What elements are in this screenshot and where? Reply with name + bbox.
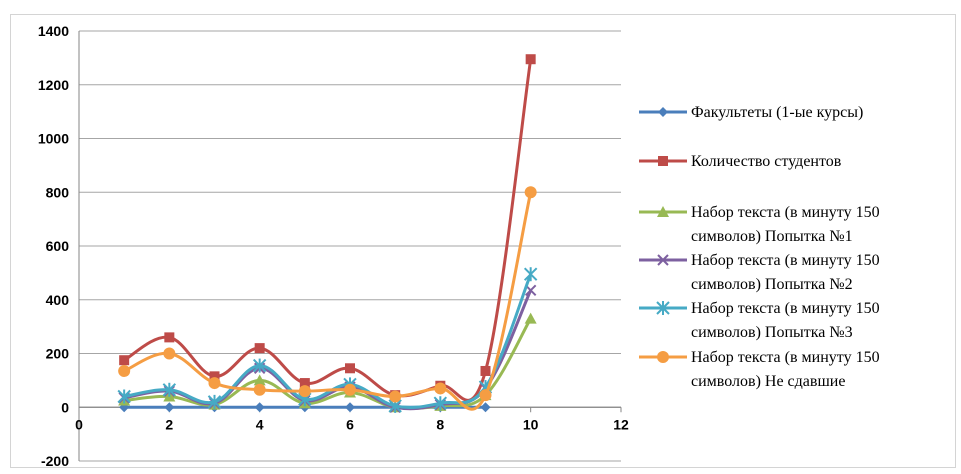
data-point bbox=[207, 394, 222, 409]
data-point bbox=[479, 389, 492, 402]
series-line bbox=[124, 317, 532, 410]
data-point bbox=[345, 363, 355, 374]
series-6 bbox=[118, 186, 537, 411]
data-point-stroke bbox=[524, 284, 537, 297]
data-point bbox=[298, 385, 311, 398]
data-point bbox=[480, 365, 491, 376]
legend-label: Набор текста (в минуту 150 bbox=[691, 349, 880, 366]
data-point bbox=[117, 389, 131, 404]
legend-label: Количество студентов bbox=[691, 153, 842, 170]
y-tick-label: 0 bbox=[61, 399, 69, 415]
data-point bbox=[253, 383, 266, 396]
y-tick-label: 200 bbox=[46, 346, 70, 362]
legend-swatch-marker bbox=[657, 254, 669, 266]
legend-label: символов) Не сдавшие bbox=[691, 373, 845, 390]
x-tick-label: 4 bbox=[256, 416, 264, 432]
y-tick-label: 1200 bbox=[38, 77, 69, 93]
data-point bbox=[524, 186, 537, 199]
y-tick-label: -200 bbox=[41, 453, 69, 467]
data-point bbox=[164, 332, 175, 343]
data-point bbox=[164, 402, 175, 413]
y-tick-label: 600 bbox=[46, 238, 70, 254]
legend-label: символов) Попытка №2 bbox=[691, 276, 853, 293]
legend-label: Набор текста (в минуту 150 bbox=[691, 204, 880, 221]
x-tick-label: 8 bbox=[436, 416, 444, 432]
data-point bbox=[209, 371, 220, 382]
data-point bbox=[434, 382, 447, 395]
data-point bbox=[524, 312, 537, 324]
legend-label: Набор текста (в минуту 150 bbox=[691, 300, 880, 317]
data-point bbox=[118, 364, 131, 377]
y-tick-label: 1400 bbox=[38, 23, 69, 39]
legend-label: символов) Попытка №3 bbox=[691, 324, 853, 341]
data-point bbox=[163, 347, 176, 360]
x-tick-label: 12 bbox=[613, 416, 629, 432]
data-point bbox=[253, 374, 266, 386]
y-tick-label: 400 bbox=[46, 292, 70, 308]
legend-item-2: Количество студентов bbox=[639, 153, 842, 170]
legend: Факультеты (1-ые курсы) Количество студен… bbox=[639, 104, 880, 390]
legend-swatch-marker bbox=[658, 156, 668, 166]
legend-item-5: Набор текста (в минуту 150 символов) Попы… bbox=[639, 300, 880, 341]
series-group bbox=[117, 54, 538, 413]
axes: -200 0 200 400 600 800 1000 1200 1400 0 2 4 6 8 10 12 bbox=[38, 23, 629, 467]
data-point bbox=[480, 402, 491, 413]
data-point bbox=[119, 355, 130, 366]
legend-label: Набор текста (в минуту 150 bbox=[691, 252, 880, 269]
legend-item-3: Набор текста (в минуту 150 символов) Попы… bbox=[639, 204, 880, 245]
data-point bbox=[344, 383, 356, 396]
legend-swatch-marker bbox=[656, 301, 670, 315]
data-point bbox=[299, 378, 310, 389]
data-point bbox=[254, 402, 265, 413]
data-point bbox=[345, 402, 355, 413]
data-point bbox=[433, 396, 448, 411]
legend-swatch-marker bbox=[658, 107, 668, 117]
data-point bbox=[208, 377, 221, 390]
series-line bbox=[123, 59, 533, 402]
data-point bbox=[389, 390, 402, 403]
line-chart: -200 0 200 400 600 800 1000 1200 1400 0 2 4 6 8 10 12 Ф… bbox=[38, 23, 880, 467]
data-point bbox=[523, 267, 538, 282]
y-tick-label: 800 bbox=[46, 184, 70, 200]
chart-area: -200 0 200 400 600 800 1000 1200 1400 0 2 4 6 8 10 12 Ф… bbox=[10, 14, 956, 468]
x-tick-label: 2 bbox=[165, 416, 173, 432]
legend-label: символов) Попытка №1 bbox=[691, 228, 853, 245]
legend-swatch-marker bbox=[657, 206, 669, 217]
data-point bbox=[254, 343, 265, 354]
data-point bbox=[162, 382, 177, 397]
legend-item-1: Факультеты (1-ые курсы) bbox=[639, 104, 863, 121]
series-2 bbox=[119, 54, 536, 402]
data-point bbox=[525, 54, 536, 65]
series-line bbox=[123, 273, 533, 409]
legend-item-6: Набор текста (в минуту 150 символов) Не с… bbox=[639, 349, 880, 390]
legend-swatch-marker bbox=[657, 351, 669, 363]
x-tick-label: 10 bbox=[523, 416, 539, 432]
x-tick-label: 6 bbox=[346, 416, 354, 432]
legend-swatch-marker-stroke bbox=[657, 254, 669, 266]
legend-label: Факультеты (1-ые курсы) bbox=[691, 104, 863, 121]
data-point bbox=[252, 358, 267, 373]
legend-item-4: Набор текста (в минуту 150 символов) Попы… bbox=[639, 252, 880, 293]
x-tick-label: 0 bbox=[75, 416, 83, 432]
y-tick-label: 1000 bbox=[38, 131, 69, 147]
